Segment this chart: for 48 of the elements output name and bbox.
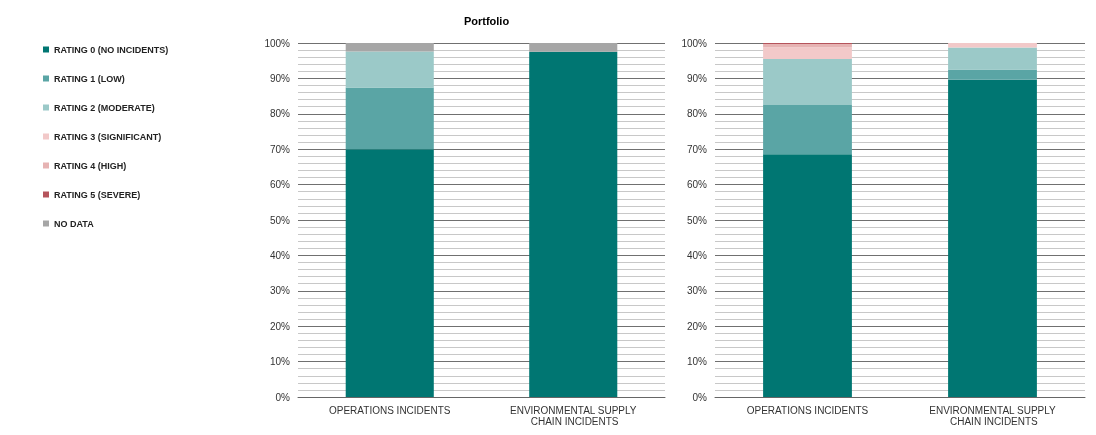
x-tick-label: ENVIRONMENTAL SUPPLY CHAIN INCIDENTS [509,405,637,427]
y-tick-label: 50% [686,214,708,226]
bar [345,43,434,52]
chart-title: Portfolio [463,14,510,27]
legend-label: RATING 5 (SEVERE) [54,189,141,200]
bar [345,149,434,397]
bar [345,87,434,150]
x-tick-label: ENVIRONMENTAL SUPPLY CHAIN INCIDENTS [929,405,1057,427]
bar [948,79,1037,397]
y-tick-label: 20% [269,320,291,332]
y-tick-label: 50% [269,214,291,226]
y-tick-label: 80% [269,108,291,120]
legend-label: RATING 2 (MODERATE) [54,102,155,113]
bar [948,69,1037,80]
y-tick-label: 60% [686,179,708,191]
bar [345,51,434,88]
y-tick-label: 30% [269,285,291,297]
bar [529,43,618,52]
y-tick-label: 0% [692,391,708,403]
y-tick-label: 70% [686,143,708,155]
y-tick-label: 10% [269,356,291,368]
legend-label: RATING 1 (LOW) [54,73,125,84]
y-tick-label: 40% [686,249,708,261]
legend-label: RATING 3 (SIGNIFICANT) [54,131,162,142]
y-tick-label: 10% [686,356,708,368]
y-tick-label: 20% [686,320,708,332]
legend-label: RATING 4 (HIGH) [54,160,127,171]
y-tick-label: 100% [681,37,708,49]
bar [948,47,1037,70]
bar [763,154,852,397]
x-tick-label: OPERATIONS INCIDENTS [329,405,451,416]
bar [948,43,1037,48]
y-tick-label: 70% [269,143,291,155]
y-tick-label: 60% [269,179,291,191]
y-tick-label: 90% [686,72,708,84]
legend-label: RATING 0 (NO INCIDENTS) [54,44,169,55]
legend-label: NO DATA [54,218,95,229]
y-tick-label: 100% [264,37,291,49]
x-tick-label: OPERATIONS INCIDENTS [746,405,869,416]
y-tick-label: 30% [686,285,708,297]
y-tick-label: 0% [275,391,291,403]
y-tick-label: 40% [269,249,291,261]
y-tick-label: 90% [269,72,291,84]
bar [529,51,618,397]
y-tick-label: 80% [686,108,708,120]
bar [763,58,852,105]
bar [763,104,852,155]
bar [763,47,852,59]
